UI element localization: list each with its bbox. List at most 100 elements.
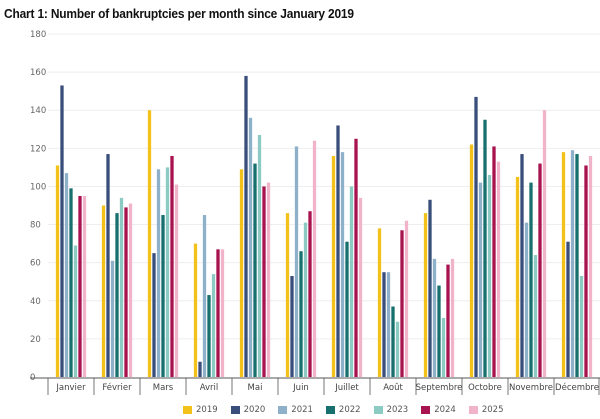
bar-2020-mai	[244, 75, 248, 377]
x-tick-label: Juin	[292, 383, 309, 393]
bar-2019-septembre	[423, 213, 428, 377]
y-tick-label: 120	[30, 144, 46, 154]
bar-2022-novembre	[529, 182, 533, 377]
legend-swatch	[325, 406, 335, 414]
bar-2021-avril	[202, 215, 207, 377]
bar-2022-janvier	[69, 188, 73, 377]
legend-item-2021: 2021	[278, 405, 313, 415]
bar-2025-janvier	[82, 195, 87, 377]
bar-2025-août	[404, 220, 409, 377]
x-axis: Janvier Février Mars Avril Mai Juin Juillet Aoû…	[30, 377, 600, 395]
bar-2019-décembre	[561, 152, 566, 377]
y-tick-label: 140	[30, 106, 46, 116]
bar-2021-février	[110, 260, 115, 377]
bar-2023-novembre	[533, 255, 538, 377]
bar-2024-janvier	[78, 195, 82, 377]
legend-item-2024: 2024	[421, 405, 456, 415]
x-tick-label: Août	[383, 383, 403, 393]
bar-2024-juillet	[354, 138, 358, 377]
bar-2019-janvier	[55, 165, 60, 377]
bar-2024-mars	[170, 155, 174, 377]
bar-2025-mars	[174, 184, 179, 377]
bar-2025-octobre	[496, 161, 501, 377]
y-tick-label: 20	[30, 335, 41, 345]
bar-2023-mai	[257, 134, 262, 377]
bar-2022-février	[115, 213, 119, 377]
bar-2024-août	[400, 230, 404, 377]
bar-2022-mai	[253, 163, 257, 377]
bar-2025-juillet	[358, 197, 363, 377]
bar-2019-avril	[193, 243, 198, 377]
legend-swatch	[373, 406, 383, 414]
legend-label: 2019	[196, 405, 218, 415]
bar-2022-avril	[207, 295, 211, 377]
bar-2020-juillet	[336, 125, 340, 377]
x-tick-label: Mars	[153, 383, 174, 393]
bar-2024-décembre	[584, 165, 588, 377]
x-tick-label: Novembre	[509, 383, 553, 393]
gridlines	[48, 33, 600, 340]
y-tick-label: 80	[30, 221, 41, 231]
bar-2025-mai	[266, 182, 271, 377]
bar-2020-juin	[290, 276, 294, 377]
bar-2025-juin	[312, 140, 317, 377]
bar-2023-juillet	[349, 186, 354, 377]
bar-2022-décembre	[575, 154, 579, 377]
bar-2022-juillet	[345, 241, 349, 377]
legend-swatch	[278, 406, 288, 414]
bar-2020-septembre	[428, 199, 432, 377]
bar-2021-décembre	[570, 150, 575, 377]
bar-2020-août	[382, 272, 386, 377]
bar-2021-novembre	[524, 222, 529, 377]
x-tick-label: Février	[102, 382, 132, 393]
bar-2020-avril	[198, 361, 202, 377]
y-tick-label: 160	[30, 68, 46, 78]
bar-2023-février	[119, 197, 124, 377]
legend-item-2023: 2023	[373, 405, 409, 415]
legend-swatch	[468, 406, 478, 414]
legend-label: 2020	[243, 405, 266, 415]
x-tick-label: Septembre	[416, 383, 463, 393]
y-tick-label: 60	[30, 259, 41, 269]
legend-label: 2021	[291, 405, 313, 415]
bar-2021-mars	[156, 169, 161, 377]
bar-2023-juin	[303, 222, 308, 377]
legend-item-2025: 2025	[468, 405, 504, 415]
chart-title: Chart 1: Number of bankruptcies per mont…	[4, 6, 354, 21]
legend-swatch	[421, 406, 431, 414]
bar-2023-septembre	[441, 317, 446, 377]
y-tick-label: 180	[30, 30, 46, 40]
bar-2019-juin	[285, 213, 290, 377]
bar-2021-juin	[294, 146, 299, 377]
bar-2022-mars	[161, 215, 165, 377]
bar-2025-novembre	[542, 110, 547, 377]
bar-2022-août	[391, 306, 395, 377]
legend: 2019 2020 2021 2022 2023 2024 2025	[183, 405, 503, 415]
x-tick-label: Mai	[248, 383, 263, 393]
bar-2020-décembre	[566, 241, 570, 377]
legend-label: 2022	[338, 405, 361, 415]
bar-2023-octobre	[487, 175, 492, 377]
bar-2024-mai	[262, 186, 266, 377]
bar-2021-mai	[248, 117, 253, 377]
bar-2023-mars	[165, 167, 170, 377]
x-tick-label: Janvier	[55, 383, 86, 393]
legend-label: 2024	[434, 405, 456, 415]
bar-2023-décembre	[579, 276, 584, 377]
legend-label: 2025	[481, 405, 504, 415]
bar-2024-octobre	[492, 146, 496, 377]
y-tick-label: 40	[30, 297, 41, 307]
bar-2023-avril	[211, 274, 216, 377]
x-tick-label: Octobre	[468, 383, 502, 393]
bar-2024-février	[124, 207, 128, 377]
x-tick-label: Juillet	[334, 383, 359, 393]
bar-2022-octobre	[483, 119, 487, 377]
bar-2020-octobre	[474, 96, 478, 377]
bar-2020-février	[106, 154, 110, 377]
x-tick-label: Avril	[200, 383, 219, 393]
bar-2019-mai	[239, 169, 244, 377]
bar-2021-janvier	[64, 173, 69, 377]
legend-label: 2023	[386, 405, 409, 415]
